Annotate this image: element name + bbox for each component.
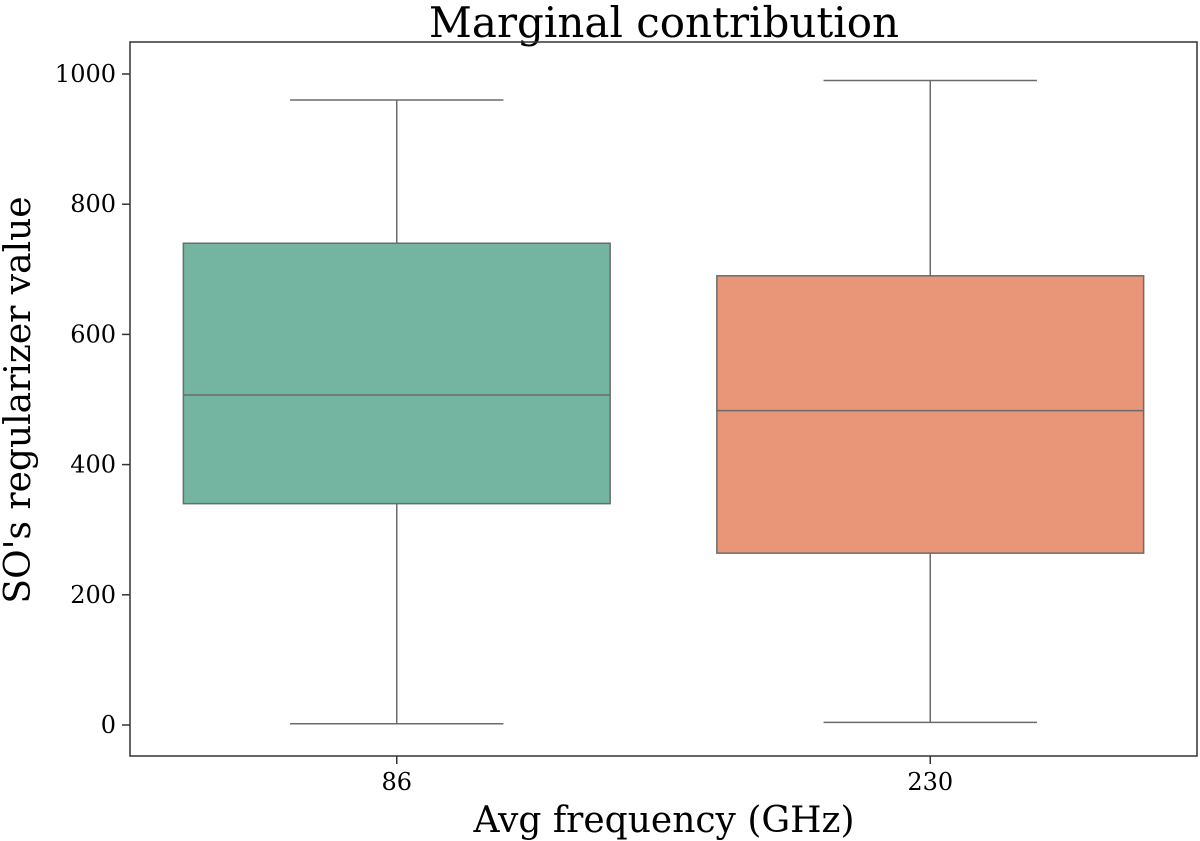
y-axis: 0 200 400 600 800 1000 [55, 60, 130, 739]
y-tick-label: 400 [70, 451, 116, 479]
x-axis: 86 230 [381, 756, 953, 796]
y-axis-title: SO's regularizer value [0, 196, 39, 603]
y-tick-label: 600 [70, 320, 116, 348]
x-tick-label: 230 [907, 768, 953, 796]
y-tick-label: 1000 [55, 60, 116, 88]
x-tick-label: 86 [381, 768, 412, 796]
iqr-box [182, 242, 611, 505]
x-axis-title: Avg frequency (GHz) [472, 800, 854, 841]
y-tick-label: 0 [101, 711, 116, 739]
iqr-box [716, 275, 1145, 554]
y-tick-label: 200 [70, 581, 116, 609]
plot-frame [129, 41, 1198, 757]
y-tick-label: 800 [70, 190, 116, 218]
box-230 [716, 79, 1145, 724]
box-86 [182, 99, 611, 725]
chart-title: Marginal contribution [429, 0, 899, 47]
plot-area [182, 79, 1145, 725]
